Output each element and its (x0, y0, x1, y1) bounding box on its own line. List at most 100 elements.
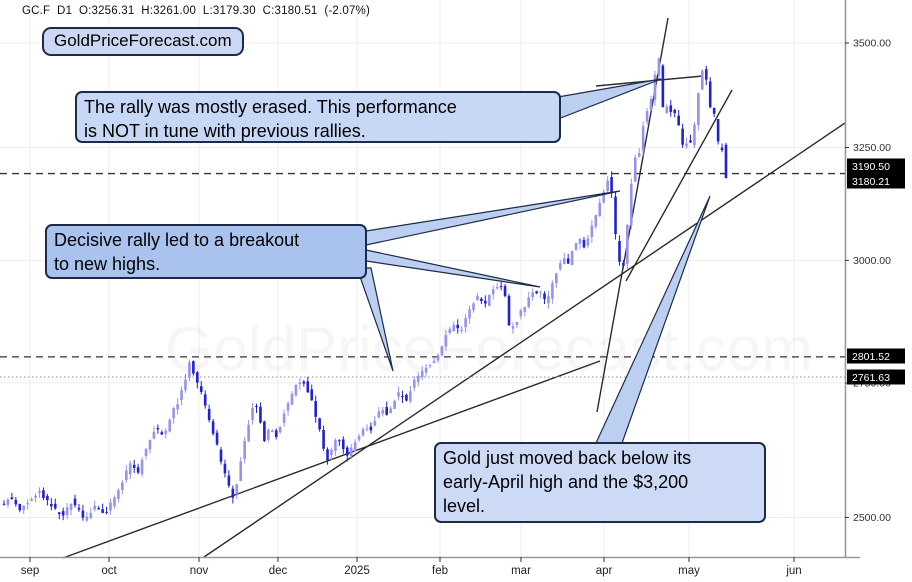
candle-body (164, 430, 168, 434)
candle-body (223, 463, 227, 474)
x-tick-label: 2025 (344, 565, 370, 577)
candle-body (322, 429, 325, 449)
candle-body (326, 449, 329, 461)
candle-body (397, 392, 400, 397)
candle-body (436, 355, 440, 361)
candle-body (653, 74, 657, 100)
candle-body (298, 382, 302, 385)
candle-body (535, 291, 538, 294)
candle-body (495, 286, 499, 289)
candle-body (511, 326, 515, 329)
candle-body (207, 408, 211, 421)
candle-body (519, 310, 523, 317)
x-tick-label: apr (596, 565, 613, 577)
price-tag-label: 3190.50 (852, 161, 890, 173)
x-tick-label: oct (101, 565, 117, 577)
candle-body (661, 65, 665, 107)
x-tick-label: mar (511, 565, 531, 577)
candle-body (353, 442, 357, 452)
candle-body (243, 440, 246, 460)
trendline-accelerated-support (625, 89, 733, 282)
annotation-pointer-a2 (365, 249, 541, 288)
candle-body (109, 502, 112, 511)
candle-body (338, 440, 341, 442)
candle-body (334, 440, 337, 451)
x-tick-label: jun (785, 565, 801, 577)
candle-body (527, 297, 531, 308)
candle-body (586, 238, 590, 246)
x-tick-label: may (678, 565, 700, 577)
candle-body (286, 403, 290, 411)
candle-body (69, 503, 73, 510)
candle-body (681, 128, 684, 145)
annotation-decisive-rally[interactable]: Decisive rally led to a breakout to new … (45, 224, 367, 279)
candle-body (456, 324, 460, 329)
candle-body (46, 495, 49, 501)
candle-body (507, 295, 511, 326)
candle-body (290, 393, 294, 405)
annotation-rally-erased[interactable]: The rally was mostly erased. This perfor… (75, 91, 561, 143)
candle-body (657, 58, 661, 76)
watermark: GoldPriceForecast.com (165, 315, 813, 384)
y-tick-label: 3500.00 (853, 38, 891, 50)
candle-body (302, 381, 306, 384)
candle-body (409, 391, 412, 402)
candle-body (306, 381, 310, 393)
candle-body (432, 360, 436, 363)
candle-body (330, 449, 333, 456)
candle-body (618, 241, 621, 262)
annotation-moved-below[interactable]: Gold just moved back below its early-Apr… (434, 442, 766, 523)
candle-body (10, 497, 14, 500)
candle-body (641, 126, 645, 151)
candle-body (622, 262, 625, 266)
candle-body (105, 511, 108, 513)
candle-body (697, 92, 700, 125)
candle-body (294, 384, 298, 396)
candle-body (614, 196, 617, 235)
candle-body (270, 430, 274, 433)
candle-body (555, 273, 558, 284)
candle-body (460, 330, 463, 332)
candle-body (121, 482, 124, 491)
trendline-rising-support (203, 122, 846, 558)
candle-body (274, 430, 278, 437)
candle-body (582, 239, 586, 248)
candle-body (148, 439, 152, 450)
candle-body (342, 439, 345, 450)
candle-body (665, 106, 669, 113)
candle-body (211, 421, 215, 434)
candle-body (562, 258, 566, 264)
candle-body (231, 488, 235, 498)
candle-body (369, 426, 373, 431)
candle-body (464, 317, 467, 328)
candle-body (701, 70, 704, 90)
candle-body (199, 386, 203, 392)
candle-body (673, 109, 677, 114)
brand-badge: GoldPriceForecast.com (42, 27, 244, 56)
candle-body (630, 183, 633, 226)
candle-body (570, 251, 574, 265)
candle-body (310, 389, 314, 401)
candle-body (440, 346, 444, 356)
candle-body (26, 503, 29, 505)
candle-body (704, 69, 708, 80)
candle-body (152, 431, 156, 439)
candle-body (227, 475, 231, 486)
candle-body (188, 362, 191, 378)
x-tick-label: feb (432, 565, 448, 577)
candle-body (314, 401, 317, 417)
candle-body (50, 503, 53, 507)
candle-body (401, 396, 404, 398)
candle-body (523, 307, 527, 312)
x-tick-label: sep (21, 565, 40, 577)
price-tag (847, 158, 905, 174)
candle-body (649, 98, 653, 111)
candle-body (180, 390, 183, 400)
candle-body (594, 214, 598, 227)
candle-body (424, 367, 428, 373)
candle-body (633, 157, 637, 182)
candle-body (606, 180, 609, 192)
price-tag (847, 369, 905, 385)
